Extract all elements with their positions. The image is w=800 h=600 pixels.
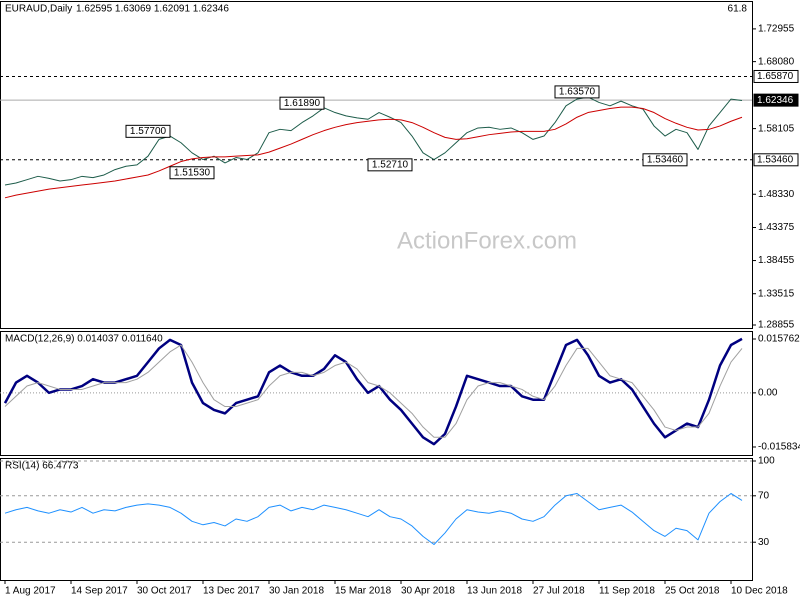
macd-title: MACD(12,26,9) 0.014037 0.011640: [5, 334, 163, 345]
x-tick-label: 13 Dec 2017: [203, 586, 260, 597]
annotation-label: 1.52710: [372, 159, 409, 170]
series-line: [4, 96, 743, 186]
y-tick-label: 1.58105: [758, 123, 795, 134]
annotation-label: 1.63570: [559, 87, 596, 98]
y-tick-label: 1.28855: [758, 320, 795, 331]
x-tick-label: 30 Oct 2017: [137, 586, 192, 597]
watermark: ActionForex.com: [397, 227, 577, 254]
corner-label: 61.8: [728, 4, 748, 15]
y-tick-label: 1.72955: [758, 24, 795, 35]
y-tick-label: -0.015834: [758, 442, 800, 453]
x-tick-label: 25 Oct 2018: [665, 586, 720, 597]
x-tick-label: 27 Jul 2018: [533, 586, 585, 597]
x-tick-label: 1 Aug 2017: [5, 586, 56, 597]
series-line: [4, 492, 743, 546]
x-tick-label: 30 Jan 2018: [269, 586, 324, 597]
ohlc-text: 1.62595 1.63069 1.62091 1.62346: [76, 4, 229, 15]
x-tick-label: 14 Sep 2017: [71, 586, 128, 597]
panel-frame: [0, 331, 753, 456]
level-label: 1.65870: [757, 71, 794, 82]
level-label-box: [753, 153, 799, 167]
x-tick-label: 13 Jun 2018: [467, 586, 522, 597]
y-tick-label: 1.38455: [758, 255, 795, 266]
y-tick-label: 1.33515: [758, 288, 795, 299]
series-line: [3, 337, 743, 446]
x-tick-label: 11 Sep 2018: [599, 586, 655, 597]
annotation-label: 1.61890: [284, 98, 321, 109]
y-tick-label: 0.015762: [758, 334, 800, 345]
y-tick-label: 1.48330: [758, 189, 795, 200]
annotation-box: [554, 85, 600, 99]
series-line: [4, 344, 743, 438]
annotation-box: [125, 124, 171, 138]
annotation-box: [279, 96, 325, 110]
y-tick-label: 0.00: [758, 388, 778, 399]
annotation-label: 1.51530: [174, 167, 211, 178]
annotation-box: [169, 166, 215, 180]
annotation-label: 1.57700: [130, 126, 167, 137]
annotation-box: [642, 153, 688, 167]
series-line: [4, 106, 743, 199]
y-tick-label: 70: [758, 490, 770, 501]
annotation-label: 1.53460: [647, 154, 684, 165]
level-label-box: [753, 93, 799, 107]
x-tick-label: 15 Mar 2018: [335, 586, 392, 597]
x-tick-label: 30 Apr 2018: [401, 586, 455, 597]
y-tick-label: 100: [758, 456, 775, 467]
annotation-box: [367, 158, 413, 172]
panel-frame: [0, 458, 753, 581]
panel-frame: [0, 1, 753, 329]
x-tick-label: 10 Dec 2018: [731, 586, 788, 597]
level-label: 1.53460: [757, 154, 794, 165]
level-label-box: [753, 69, 799, 83]
level-label: 1.62346: [757, 95, 794, 106]
y-tick-label: 30: [758, 537, 770, 548]
y-tick-label: 1.68080: [758, 56, 795, 67]
rsi-title: RSI(14) 66.4773: [5, 461, 79, 472]
y-tick-label: 1.43375: [758, 222, 795, 233]
chart-title: EURAUD,Daily: [5, 4, 72, 15]
